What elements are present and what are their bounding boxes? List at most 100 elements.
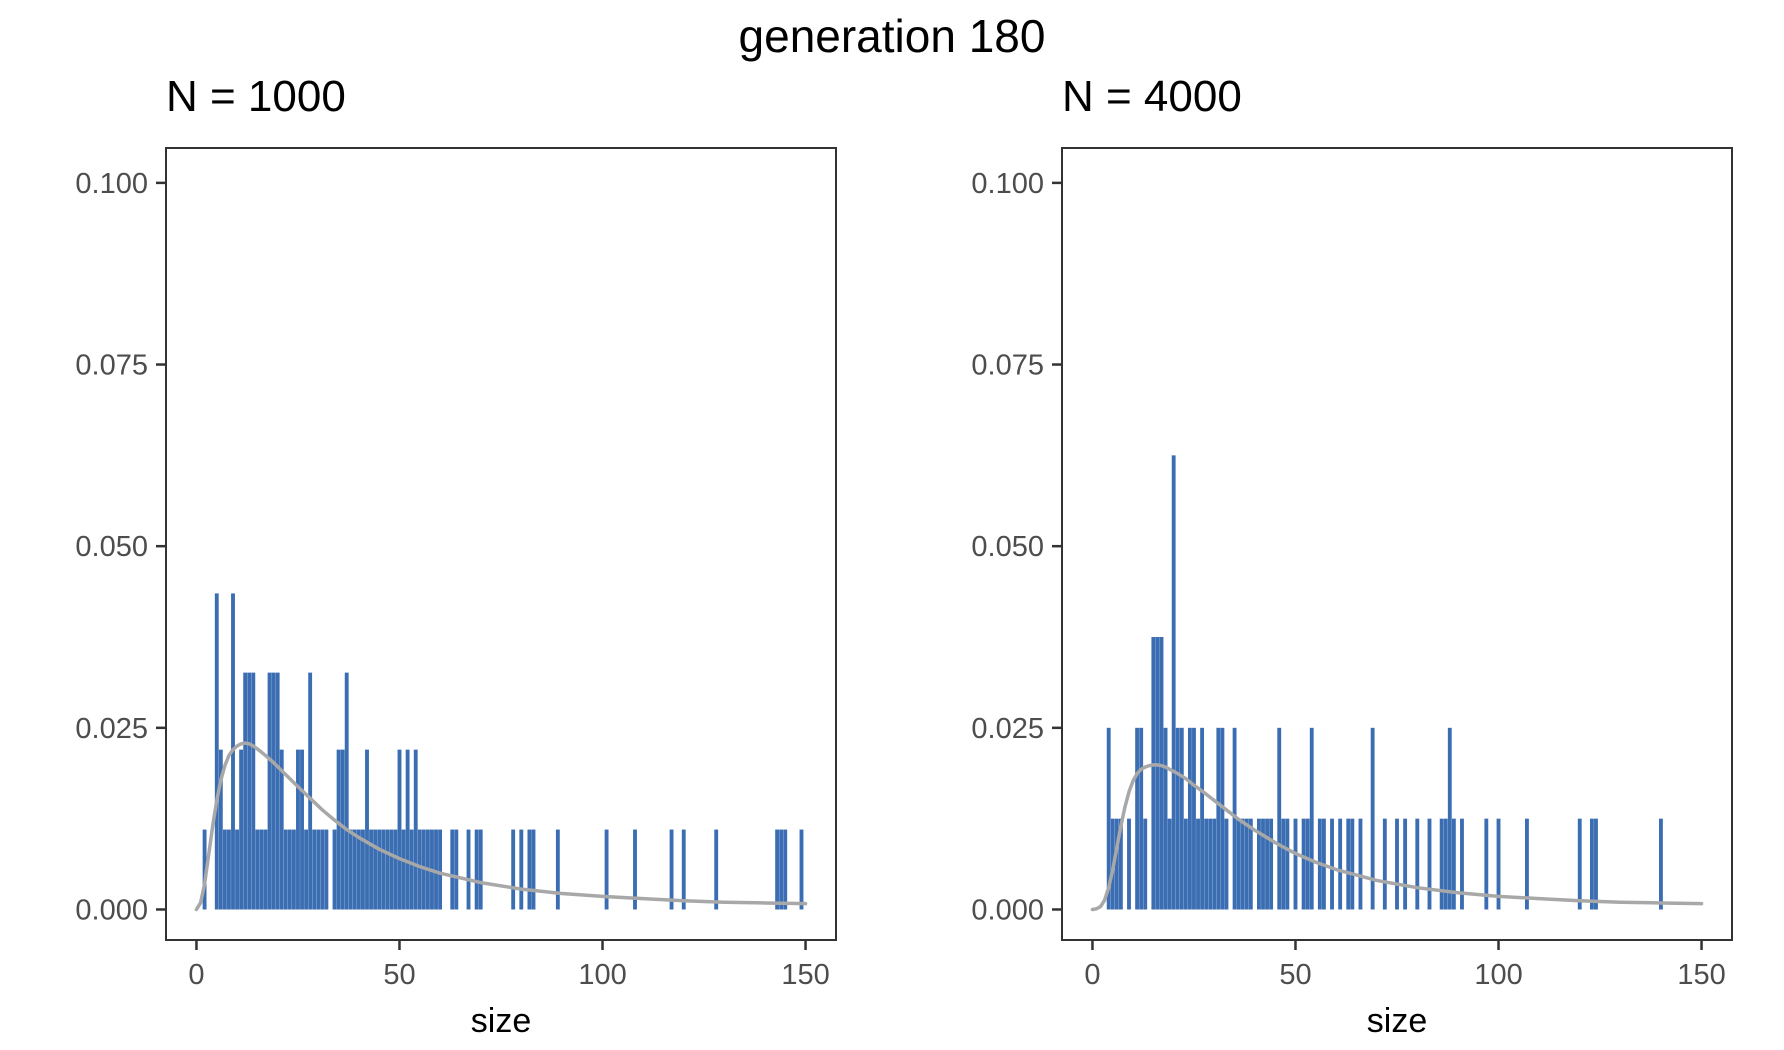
histogram-bar <box>385 829 390 910</box>
x-tick-label: 50 <box>383 959 415 991</box>
y-tick-label: 0.000 <box>971 894 1044 926</box>
histogram-bar <box>340 749 345 910</box>
histogram-bar <box>1155 637 1160 910</box>
histogram-bar <box>296 749 300 910</box>
histogram-bar <box>373 829 378 910</box>
histogram-bar <box>531 829 536 910</box>
histogram-bar <box>633 829 637 910</box>
histogram-bar <box>291 829 296 910</box>
y-tick-label: 0.050 <box>971 531 1044 563</box>
histogram-bar <box>1460 818 1464 910</box>
histogram-bar <box>316 829 321 910</box>
histogram-bar <box>438 829 443 910</box>
histogram-bar <box>1261 818 1265 910</box>
y-tick-label: 0.025 <box>75 713 148 745</box>
x-tick-label: 50 <box>1279 959 1311 991</box>
histogram-bar <box>1200 727 1205 910</box>
histogram-bar <box>409 829 414 910</box>
histogram-bar <box>1240 818 1245 910</box>
density-curve <box>1090 763 1704 912</box>
histogram-bar <box>214 593 219 910</box>
histogram-bar <box>239 749 244 910</box>
histogram-bar <box>352 829 357 910</box>
histogram-bar <box>1114 818 1119 910</box>
panel-left: 0.000 0.025 0.050 0.075 0.100 0 50 100 150 size <box>75 147 837 1040</box>
histogram-bar <box>681 829 686 910</box>
histogram-bar <box>369 829 373 910</box>
histogram-bar <box>283 829 288 910</box>
histogram-bar <box>1293 818 1298 910</box>
histogram-bar <box>324 829 329 910</box>
histogram-bar <box>365 749 369 910</box>
histogram-bar <box>1135 727 1140 910</box>
histogram-bar <box>1285 818 1290 910</box>
histogram-bar <box>304 829 309 910</box>
histogram-bar <box>527 829 532 910</box>
histogram-bar <box>1281 818 1286 910</box>
y-tick-label: 0.000 <box>75 894 148 926</box>
histogram-bar <box>348 829 353 910</box>
histogram-bar <box>1265 818 1269 910</box>
histogram-bar <box>1216 727 1221 910</box>
histogram-bar <box>1350 818 1355 910</box>
histogram-bar <box>799 829 804 910</box>
density-curve <box>194 741 808 912</box>
histogram-bar <box>222 829 227 910</box>
histogram-bar <box>1179 727 1184 910</box>
histogram-bar <box>287 829 292 910</box>
x-axis-title: size <box>1367 1002 1427 1040</box>
histogram-bar <box>555 829 560 910</box>
histogram-bar <box>275 672 280 910</box>
histogram-bar <box>511 829 516 910</box>
y-tick-label: 0.100 <box>75 168 148 200</box>
histogram-bar <box>308 672 313 910</box>
histogram-bar <box>1220 727 1225 910</box>
histogram-bar <box>243 672 248 910</box>
histogram-bar <box>1277 727 1282 910</box>
histogram-bar <box>1159 637 1164 910</box>
histogram-bar <box>1330 818 1334 910</box>
histogram-bar <box>1204 818 1209 910</box>
histogram-bar <box>405 749 410 910</box>
x-tick-label: 100 <box>578 959 626 991</box>
histogram-bar <box>1451 818 1456 910</box>
histogram-bar <box>235 829 239 910</box>
histogram-bar <box>1338 818 1343 910</box>
histogram-bar <box>1143 818 1148 910</box>
histogram-bar <box>1301 818 1306 910</box>
histogram-bar <box>279 749 284 910</box>
histogram-bar <box>336 749 341 910</box>
histogram-bar <box>227 829 231 910</box>
histogram-bar <box>389 829 394 910</box>
histogram-bar <box>519 829 524 910</box>
histogram-bar <box>344 672 349 910</box>
histogram-bar <box>1443 818 1448 910</box>
histogram-bar <box>1269 818 1274 910</box>
histogram-bar <box>1305 818 1310 910</box>
histogram-bar <box>417 829 422 910</box>
histogram-bar <box>413 749 418 910</box>
histogram-bar <box>1382 818 1387 910</box>
histogram-bar <box>267 672 272 910</box>
histogram-bar <box>1208 818 1213 910</box>
histogram-bar <box>1589 818 1594 910</box>
panel-right: 0.000 0.025 0.050 0.075 0.100 0 50 100 150 size <box>971 147 1733 1040</box>
histogram-bar <box>1224 818 1229 910</box>
histogram-bar <box>1187 727 1192 910</box>
histogram-bar <box>332 829 337 910</box>
x-tick-label: 100 <box>1474 959 1522 991</box>
histogram-bar <box>604 829 609 910</box>
histogram-bar <box>393 829 398 910</box>
histogram-bar <box>1439 818 1444 910</box>
y-tick-label: 0.025 <box>971 713 1044 745</box>
histogram-bar <box>255 829 260 910</box>
x-tick-label: 150 <box>1677 959 1725 991</box>
histogram-bar <box>1127 818 1131 910</box>
histogram-bar <box>1167 818 1172 910</box>
histogram-bar <box>1577 818 1582 910</box>
histogram-bar <box>1403 818 1408 910</box>
histogram-bar <box>1257 818 1261 910</box>
y-tick-label: 0.075 <box>75 350 148 382</box>
histogram-bar <box>714 829 719 910</box>
